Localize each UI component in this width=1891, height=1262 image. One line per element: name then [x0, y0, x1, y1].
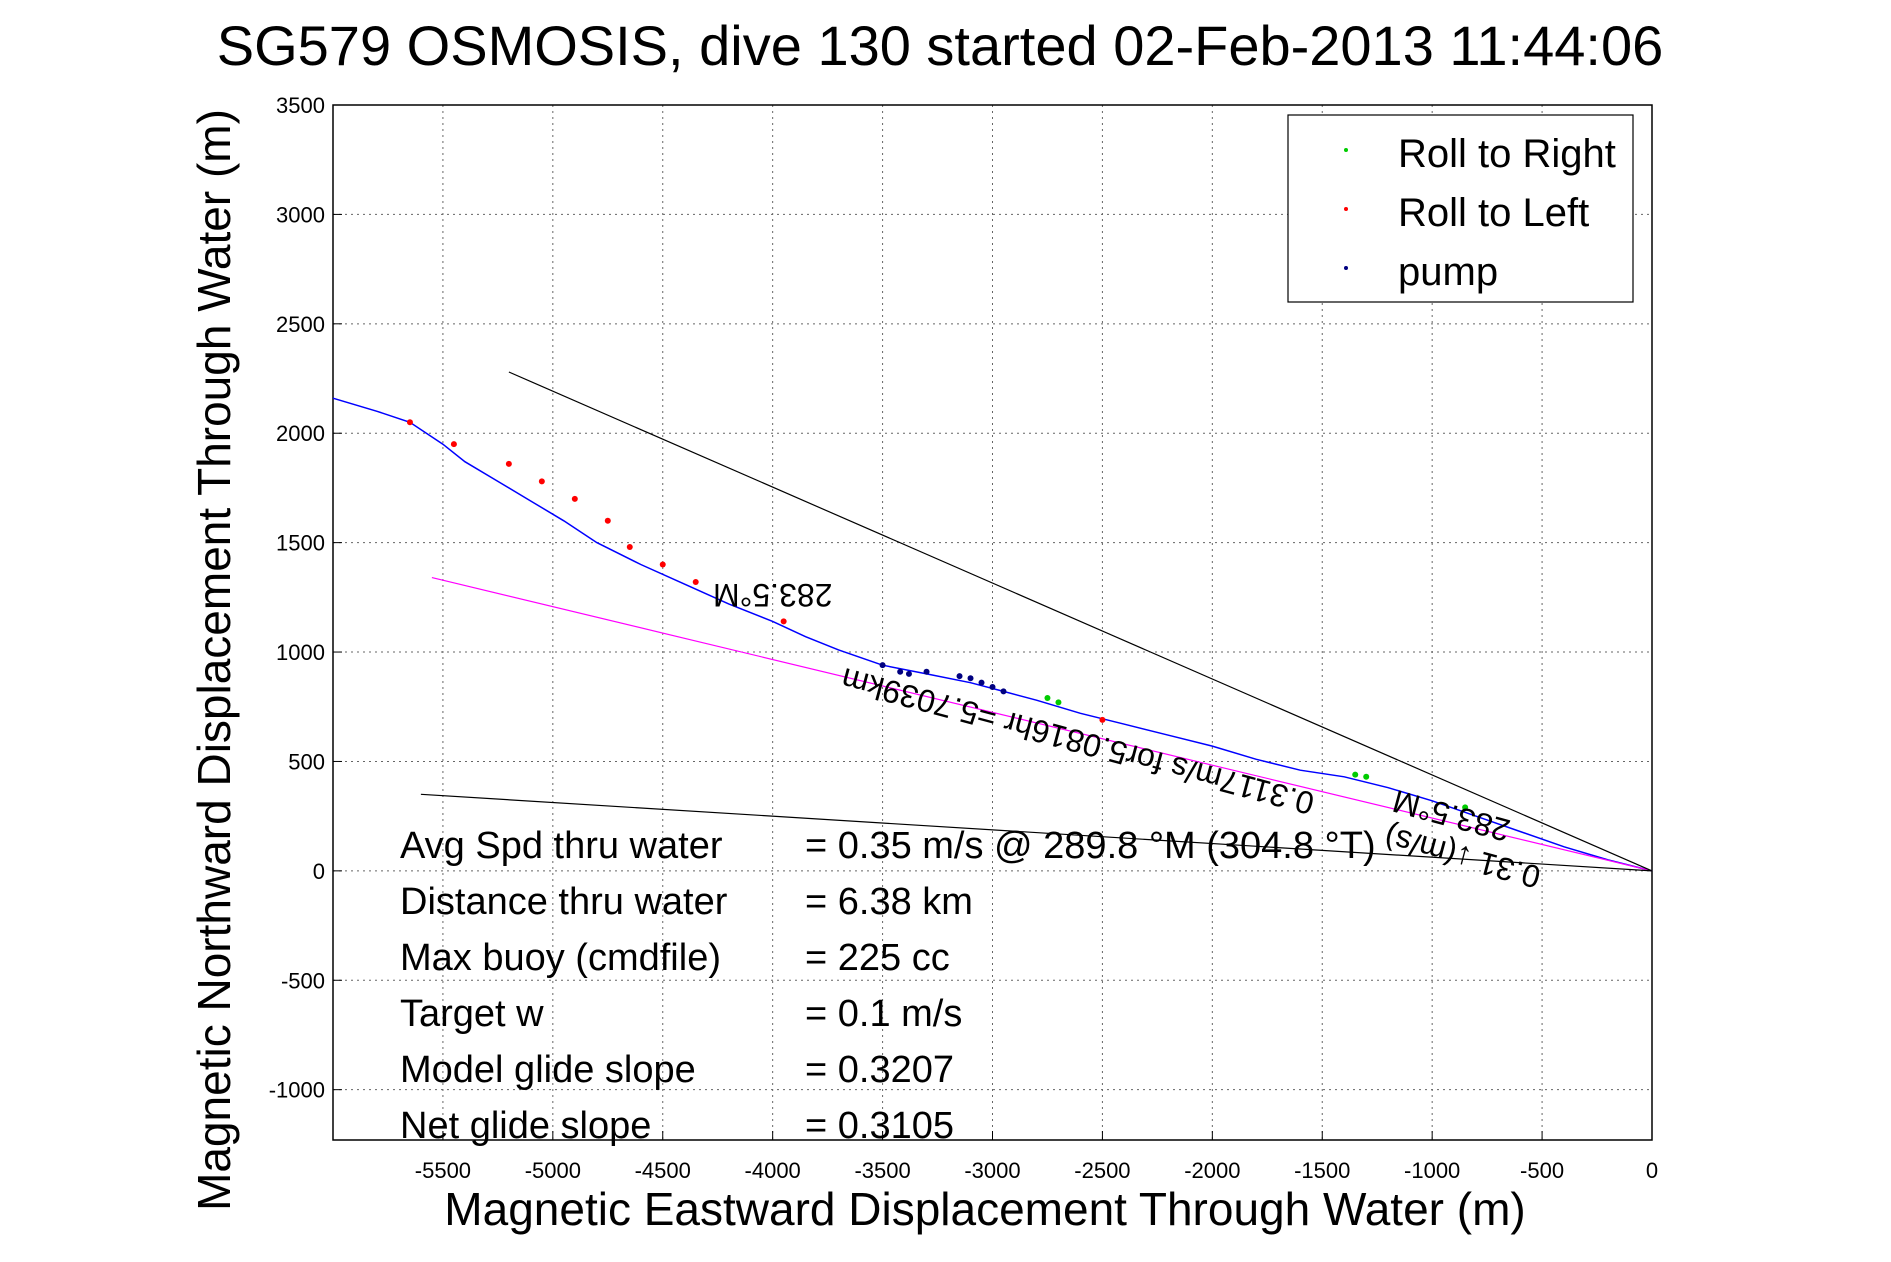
plot-frame: [332, 104, 1653, 1141]
stat-label: Model glide slope: [400, 1049, 696, 1091]
y-tick-label: 500: [288, 749, 325, 774]
pump-point: [897, 668, 904, 675]
roll-left-point: [406, 419, 413, 426]
roll-left-point: [505, 460, 512, 467]
stat-value: = 0.3207: [805, 1049, 954, 1091]
y-tick-label: 2500: [276, 312, 325, 337]
pump-point: [879, 662, 886, 669]
stat-label: Distance thru water: [400, 881, 728, 923]
roll-left-point: [604, 517, 611, 524]
chart-annotation: 283.5°M: [713, 577, 833, 613]
legend-label: pump: [1398, 250, 1498, 294]
legend-marker: [1344, 266, 1348, 270]
roll-right-point: [1044, 694, 1051, 701]
legend: Roll to Right Roll to Left pump: [1287, 114, 1634, 303]
stat-value: = 6.38 km: [805, 881, 973, 923]
y-tick-label: 1000: [276, 640, 325, 665]
stat-value: = 225 cc: [805, 937, 950, 979]
stat-label: Max buoy (cmdfile): [400, 937, 721, 979]
legend-marker: [1344, 148, 1348, 152]
pump-point: [1000, 688, 1007, 695]
stat-label: Target w: [400, 993, 544, 1035]
series-line-2: [508, 371, 1653, 872]
series-line-0: [332, 397, 1653, 872]
x-tick-label: -2000: [1184, 1158, 1240, 1183]
x-tick-label: -500: [1520, 1158, 1564, 1183]
x-tick-label: -1500: [1294, 1158, 1350, 1183]
roll-left-point: [626, 544, 633, 551]
roll-left-point: [780, 618, 787, 625]
x-tick-label: 0: [1646, 1158, 1658, 1183]
y-tick-label: 1500: [276, 531, 325, 556]
y-tick-label: 2000: [276, 421, 325, 446]
chart-title: SG579 OSMOSIS, dive 130 started 02-Feb-2…: [217, 14, 1663, 77]
pump-point: [989, 684, 996, 691]
x-tick-label: -4000: [745, 1158, 801, 1183]
pump-point: [905, 670, 912, 677]
legend-label: Roll to Right: [1398, 132, 1616, 176]
roll-right-point: [1363, 773, 1370, 780]
pump-point: [978, 679, 985, 686]
stat-value: = 0.1 m/s: [805, 993, 962, 1035]
roll-left-point: [659, 561, 666, 568]
y-tick-label: -1000: [269, 1078, 325, 1103]
y-tick-label: 3000: [276, 202, 325, 227]
roll-right-point: [1352, 771, 1359, 778]
pump-point: [923, 668, 930, 675]
x-tick-label: -1000: [1404, 1158, 1460, 1183]
x-tick-label: -5000: [525, 1158, 581, 1183]
x-tick-label: -5500: [415, 1158, 471, 1183]
y-axis-label: Magnetic Northward Displacement Through …: [188, 109, 240, 1211]
x-tick-label: -2500: [1074, 1158, 1130, 1183]
legend-marker: [1344, 207, 1348, 211]
roll-right-point: [1055, 699, 1062, 706]
legend-label: Roll to Left: [1398, 191, 1589, 235]
x-axis-label: Magnetic Eastward Displacement Through W…: [444, 1183, 1525, 1235]
roll-left-point: [692, 579, 699, 586]
stat-label: Avg Spd thru water: [400, 825, 723, 867]
pump-point: [956, 673, 963, 680]
roll-left-point: [571, 495, 578, 502]
roll-left-point: [450, 441, 457, 448]
stat-value: = 0.3105: [805, 1105, 954, 1147]
x-tick-label: -4500: [635, 1158, 691, 1183]
stat-value: = 0.35 m/s @ 289.8 °M (304.8 °T): [805, 825, 1376, 867]
roll-left-point: [1099, 716, 1106, 723]
series-line-1: [431, 577, 1653, 872]
pump-point: [967, 675, 974, 682]
y-tick-label: 3500: [276, 93, 325, 118]
stat-label: Net glide slope: [400, 1105, 651, 1147]
series-line-3: [420, 793, 1653, 872]
roll-right-point: [1462, 804, 1469, 811]
x-tick-label: -3500: [854, 1158, 910, 1183]
y-tick-label: 0: [313, 859, 325, 884]
roll-left-point: [538, 478, 545, 485]
stats-block: Avg Spd thru water = 0.35 m/s @ 289.8 °M …: [400, 825, 1376, 1147]
y-tick-label: -500: [281, 968, 325, 993]
x-tick-label: -3000: [964, 1158, 1020, 1183]
